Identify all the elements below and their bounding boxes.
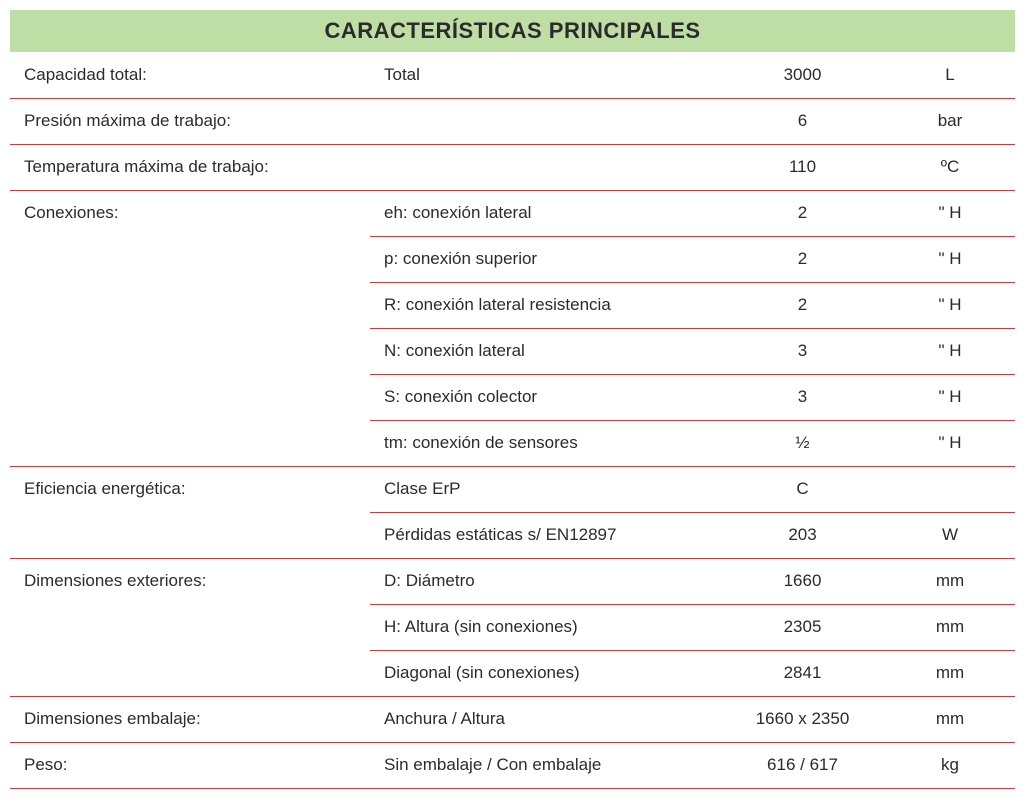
row-label: Dimensiones embalaje: — [10, 696, 370, 742]
table-row: Peso:Sin embalaje / Con embalaje616 / 61… — [10, 742, 1015, 788]
row-unit: " H — [885, 236, 1015, 282]
row-value: 2 — [720, 282, 885, 328]
row-label — [10, 604, 370, 650]
row-sublabel — [370, 144, 720, 190]
row-label: Peso: — [10, 742, 370, 788]
row-unit: " H — [885, 328, 1015, 374]
row-value: 2841 — [720, 650, 885, 696]
row-value: ½ — [720, 420, 885, 466]
table-row: Temperatura máxima de trabajo: 110ºC — [10, 144, 1015, 190]
table-row: N: conexión lateral3" H — [10, 328, 1015, 374]
table-row: H: Altura (sin conexiones)2305mm — [10, 604, 1015, 650]
row-unit: mm — [885, 696, 1015, 742]
row-label — [10, 236, 370, 282]
row-unit — [885, 466, 1015, 512]
row-label — [10, 512, 370, 558]
row-unit: mm — [885, 604, 1015, 650]
row-unit: " H — [885, 374, 1015, 420]
row-label — [10, 650, 370, 696]
row-value: 3000 — [720, 52, 885, 98]
row-value: 616 / 617 — [720, 742, 885, 788]
row-value: 110 — [720, 144, 885, 190]
table-row: Diagonal (sin conexiones)2841mm — [10, 650, 1015, 696]
row-value: 2 — [720, 190, 885, 236]
specs-table: Capacidad total:Total3000LPresión máxima… — [10, 52, 1015, 789]
row-label — [10, 374, 370, 420]
row-sublabel — [370, 98, 720, 144]
row-sublabel: Anchura / Altura — [370, 696, 720, 742]
row-unit: L — [885, 52, 1015, 98]
table-row: tm: conexión de sensores½" H — [10, 420, 1015, 466]
table-row: S: conexión colector3" H — [10, 374, 1015, 420]
row-label: Dimensiones exteriores: — [10, 558, 370, 604]
row-unit: mm — [885, 558, 1015, 604]
row-label — [10, 328, 370, 374]
row-sublabel: Clase ErP — [370, 466, 720, 512]
row-sublabel: p: conexión superior — [370, 236, 720, 282]
row-unit: " H — [885, 282, 1015, 328]
row-unit: mm — [885, 650, 1015, 696]
row-unit: bar — [885, 98, 1015, 144]
row-sublabel: Diagonal (sin conexiones) — [370, 650, 720, 696]
row-unit: W — [885, 512, 1015, 558]
row-sublabel: Pérdidas estáticas s/ EN12897 — [370, 512, 720, 558]
row-value: 6 — [720, 98, 885, 144]
table-row: Dimensiones embalaje:Anchura / Altura166… — [10, 696, 1015, 742]
table-row: p: conexión superior2" H — [10, 236, 1015, 282]
row-label: Conexiones: — [10, 190, 370, 236]
row-value: 2 — [720, 236, 885, 282]
row-sublabel: H: Altura (sin conexiones) — [370, 604, 720, 650]
row-label: Capacidad total: — [10, 52, 370, 98]
row-value: 1660 — [720, 558, 885, 604]
row-value: C — [720, 466, 885, 512]
row-value: 3 — [720, 328, 885, 374]
row-value: 203 — [720, 512, 885, 558]
row-value: 2305 — [720, 604, 885, 650]
row-sublabel: tm: conexión de sensores — [370, 420, 720, 466]
table-row: Eficiencia energética:Clase ErPC — [10, 466, 1015, 512]
row-sublabel: S: conexión colector — [370, 374, 720, 420]
row-unit: " H — [885, 190, 1015, 236]
table-row: Capacidad total:Total3000L — [10, 52, 1015, 98]
table-row: Presión máxima de trabajo: 6bar — [10, 98, 1015, 144]
row-unit: kg — [885, 742, 1015, 788]
row-sublabel: R: conexión lateral resistencia — [370, 282, 720, 328]
table-title: CARACTERÍSTICAS PRINCIPALES — [10, 10, 1015, 52]
row-sublabel: D: Diámetro — [370, 558, 720, 604]
row-unit: ºC — [885, 144, 1015, 190]
table-row: R: conexión lateral resistencia2" H — [10, 282, 1015, 328]
row-label — [10, 420, 370, 466]
row-unit: " H — [885, 420, 1015, 466]
row-label: Presión máxima de trabajo: — [10, 98, 370, 144]
row-value: 1660 x 2350 — [720, 696, 885, 742]
row-label — [10, 282, 370, 328]
row-label: Eficiencia energética: — [10, 466, 370, 512]
row-value: 3 — [720, 374, 885, 420]
row-sublabel: eh: conexión lateral — [370, 190, 720, 236]
table-row: Dimensiones exteriores:D: Diámetro1660mm — [10, 558, 1015, 604]
table-row: Conexiones:eh: conexión lateral2" H — [10, 190, 1015, 236]
row-sublabel: Sin embalaje / Con embalaje — [370, 742, 720, 788]
specs-table-container: CARACTERÍSTICAS PRINCIPALES Capacidad to… — [10, 10, 1015, 789]
table-row: Pérdidas estáticas s/ EN12897203W — [10, 512, 1015, 558]
row-label: Temperatura máxima de trabajo: — [10, 144, 370, 190]
row-sublabel: N: conexión lateral — [370, 328, 720, 374]
row-sublabel: Total — [370, 52, 720, 98]
